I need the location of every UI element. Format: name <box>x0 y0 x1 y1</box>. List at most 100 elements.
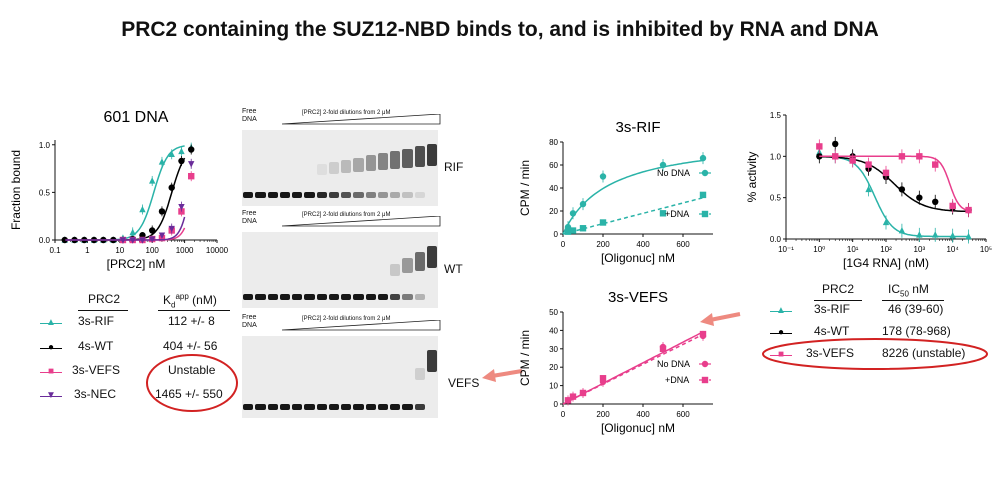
ic50-header-ic: IC <box>888 282 900 296</box>
binding-header-kd: Kdapp (nM) <box>163 292 217 309</box>
red-ellipse <box>146 354 238 412</box>
binding-row-name: 4s-WT <box>78 339 114 353</box>
legend-line-vefs <box>40 372 62 373</box>
binding-header-prc2: PRC2 <box>88 292 121 306</box>
data-point-rif <box>965 232 972 240</box>
gel-band-free <box>243 192 254 198</box>
ic50-row-value: 8226 (unstable) <box>882 346 966 360</box>
gel-band-free <box>353 404 364 410</box>
y-axis-label: Fraction bound <box>9 150 23 230</box>
data-point-plus-dna <box>599 219 607 226</box>
dilution-wedge-icon <box>282 114 441 125</box>
data-point-rif <box>932 231 939 238</box>
ic50-header-units: nM <box>908 282 929 296</box>
x-tick-label: 10² <box>880 245 892 254</box>
dilution-wedge-icon <box>282 320 441 331</box>
gel-band-free <box>316 294 327 300</box>
ic50-row-name: 3s-RIF <box>814 302 850 316</box>
x-tick-label: 10⁵ <box>980 245 992 254</box>
data-point-rif <box>949 231 956 239</box>
legend-line-wt <box>770 333 792 334</box>
gel-band-shifted <box>402 257 413 274</box>
fit-line-plus-dna <box>562 197 704 235</box>
y-tick-label: 50 <box>549 308 558 317</box>
x-tick-label: 1 <box>85 246 90 255</box>
gel-band-free <box>365 192 376 198</box>
legend-line-vefs <box>770 355 792 356</box>
y-tick-label: 40 <box>549 326 558 335</box>
chart-3s-rif-activity: 0 200 400 600 0 20 40 60 80 3s-RIF [Oligonuc] nM CP… <box>518 119 713 265</box>
y-tick-label: 30 <box>549 345 558 354</box>
data-point-nec <box>158 232 166 239</box>
gel-band-free <box>427 192 437 198</box>
data-point-nec <box>129 237 136 244</box>
highlight-ellipse-ic50 <box>762 338 988 370</box>
gel-band-free <box>316 404 327 410</box>
data-point-vefs <box>816 143 823 150</box>
fit-line-plus-dna <box>562 333 704 405</box>
free-dna-label: Free DNA <box>242 210 257 226</box>
gel-band-shifted <box>426 144 437 166</box>
x-tick-label: 400 <box>636 240 650 249</box>
y-tick-label: 40 <box>549 184 558 193</box>
gel-band-free <box>267 294 278 300</box>
gel-band-free <box>255 294 266 300</box>
binding-row-value: 1465 +/- 550 <box>155 387 223 401</box>
x-tick-label: 10000 <box>206 246 229 255</box>
gel-band-shifted <box>426 350 437 372</box>
data-point-wt <box>832 140 839 148</box>
binding-row-nec: ▼ 3s-NEC 1465 +/- 550 <box>40 387 240 405</box>
gel-band-free <box>341 192 352 198</box>
gel-band-shifted <box>341 159 352 174</box>
triangle-down-marker-icon: ▼ <box>46 390 56 401</box>
x-tick-label: 10 <box>115 246 124 255</box>
y-tick-label: 60 <box>549 161 558 170</box>
gel-band-free <box>427 404 437 410</box>
data-point-plus-dna <box>579 225 587 232</box>
y-axis-label: % activity <box>745 152 759 203</box>
fit-curve-vefs <box>819 155 970 212</box>
fit-curve-rif <box>65 145 185 241</box>
free-label-line1: Free <box>242 210 257 217</box>
y-tick-label: 0 <box>554 230 559 239</box>
free-label-line1: Free <box>242 314 257 321</box>
data-point-rif <box>139 205 146 213</box>
data-point-vefs <box>188 172 195 180</box>
x-tick-label: 10⁰ <box>813 245 825 254</box>
gel-band-free <box>292 192 303 198</box>
binding-header-sup: app <box>175 292 189 301</box>
gel-band-shifted <box>353 157 364 173</box>
square-marker-icon: ■ <box>47 366 55 377</box>
binding-header-units: (nM) <box>188 293 217 307</box>
x-tick-label: 10³ <box>914 245 926 254</box>
data-point-wt <box>188 146 195 153</box>
ic50-row-wt: ● 4s-WT 178 (78-968) <box>770 324 980 342</box>
x-tick-label: 10⁴ <box>946 245 959 254</box>
data-point-vefs <box>849 157 856 164</box>
dilution-label: [PRC2] 2-fold dilutions from 2 μM <box>302 316 391 322</box>
x-tick-label: 400 <box>636 410 650 419</box>
data-point-plus-dna <box>699 330 707 338</box>
binding-header-k: K <box>163 293 172 307</box>
binding-row-name: 3s-VEFS <box>72 363 121 377</box>
data-point-vefs <box>898 153 906 160</box>
free-dna-label: Free DNA <box>242 108 257 124</box>
dilution-label: [PRC2] 2-fold dilutions from 2 μM <box>302 212 391 218</box>
y-tick-label: 0.5 <box>770 194 782 203</box>
data-point-wt <box>916 194 923 201</box>
gel-band-shifted <box>414 251 425 271</box>
x-tick-label: 600 <box>676 240 690 249</box>
binding-row-name: 3s-RIF <box>78 314 114 328</box>
ic50-header-sub: 50 <box>900 289 909 299</box>
free-label-line2: DNA <box>242 116 257 123</box>
data-point-plus-dna <box>564 397 572 404</box>
gel-image-vefs <box>242 336 438 418</box>
free-dna-label: Free DNA <box>242 314 257 330</box>
gel-band-free <box>304 294 315 300</box>
y-axis-label: CPM / min <box>518 160 532 216</box>
x-tick-label: 200 <box>596 410 610 419</box>
chart-title: 3s-RIF <box>616 119 661 136</box>
data-point-wt <box>932 198 939 205</box>
x-axis-label: [PRC2] nM <box>107 257 166 271</box>
data-point-no-dna <box>699 154 707 162</box>
